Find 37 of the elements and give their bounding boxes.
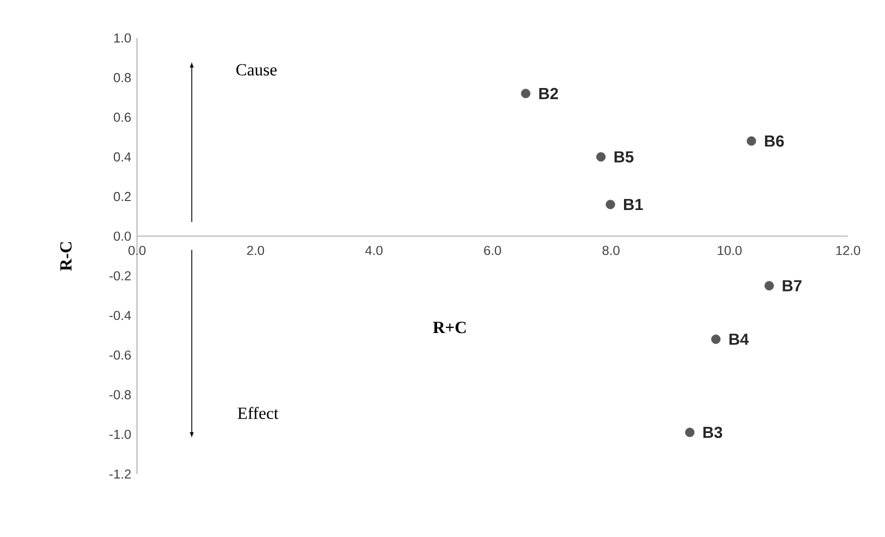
point [685, 428, 695, 438]
series-label: B5 [614, 151, 634, 162]
x-tick-label: 10.0 [718, 246, 742, 256]
x-tick-label: 2.0 [247, 246, 264, 256]
y-tick-label: -0.6 [110, 350, 131, 360]
x-tick-label: 0.0 [128, 246, 146, 256]
x-tick-label: 8.0 [602, 246, 620, 256]
y-tick-label: 0.6 [114, 112, 131, 122]
y-tick-label: 0.8 [114, 73, 131, 82]
x-tick-label: 12.0 [836, 246, 860, 256]
y-tick-label: -1.0 [110, 430, 131, 439]
y-tick-label: 0.0 [114, 232, 131, 241]
series-label: B4 [729, 334, 749, 345]
series-label: B2 [539, 88, 558, 100]
point [606, 200, 616, 210]
series-label: B6 [765, 135, 784, 147]
y-tick-label: 0.2 [114, 192, 131, 202]
point [764, 281, 774, 290]
annotation: Cause [236, 64, 277, 76]
y-tick-label: 1.0 [114, 33, 131, 43]
y-tick-label: -0.2 [110, 271, 131, 280]
y-tick-label: -0.8 [110, 390, 131, 400]
x-axis-title: R+C [433, 322, 466, 334]
y-tick-label: -0.4 [110, 310, 131, 320]
y-tick-label: 0.4 [114, 152, 131, 162]
point [711, 334, 721, 344]
series-label: B7 [782, 280, 802, 292]
y-axis-title: R-C [60, 242, 72, 271]
point [520, 88, 530, 98]
series-label: B1 [624, 198, 643, 210]
point [596, 152, 606, 162]
point [746, 136, 756, 146]
annotation: Effect [238, 406, 278, 420]
x-tick-label: 4.0 [365, 246, 383, 256]
series-label: B3 [703, 426, 722, 438]
y-tick-label: -1.2 [110, 469, 131, 479]
x-tick-label: 6.0 [484, 246, 502, 256]
